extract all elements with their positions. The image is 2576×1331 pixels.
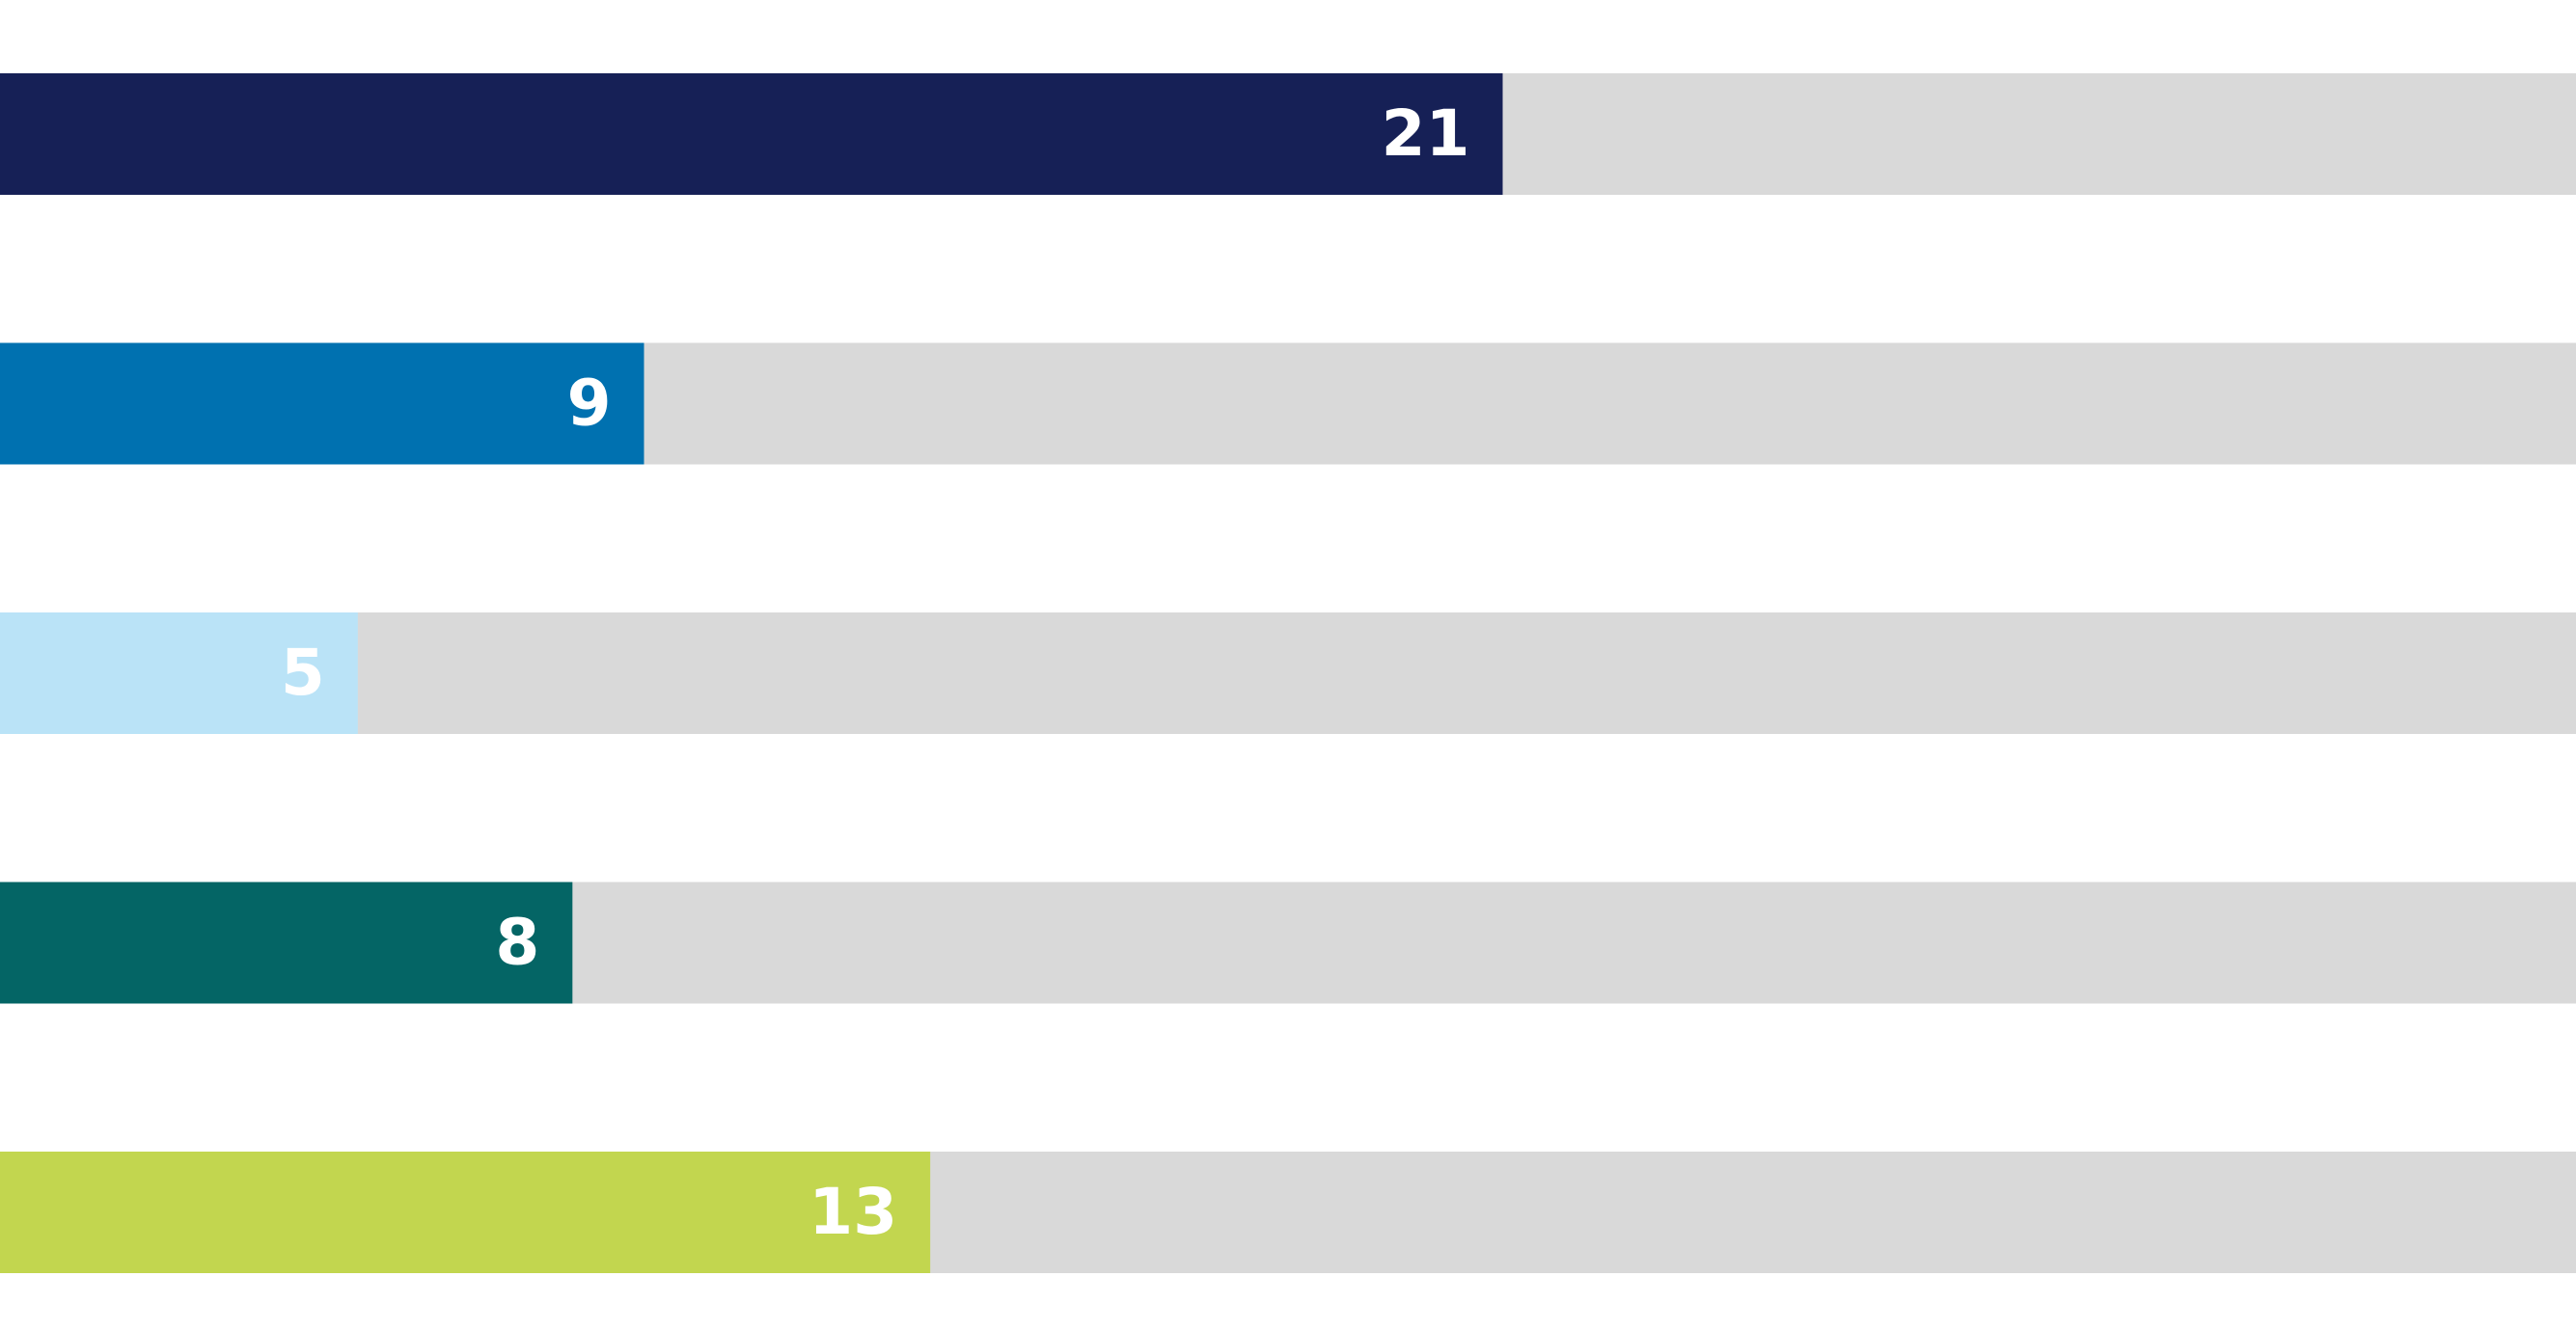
bar bbox=[0, 342, 644, 465]
bar bbox=[0, 882, 573, 1004]
value-label: 9 bbox=[567, 367, 612, 441]
bar-track bbox=[0, 612, 2576, 734]
bar bbox=[0, 73, 1503, 195]
bar bbox=[0, 612, 358, 734]
value-label: 13 bbox=[808, 1175, 897, 1249]
value-label: 21 bbox=[1382, 96, 1470, 171]
value-label: 5 bbox=[281, 636, 325, 710]
bar bbox=[0, 1152, 931, 1273]
value-label: 8 bbox=[495, 906, 539, 980]
